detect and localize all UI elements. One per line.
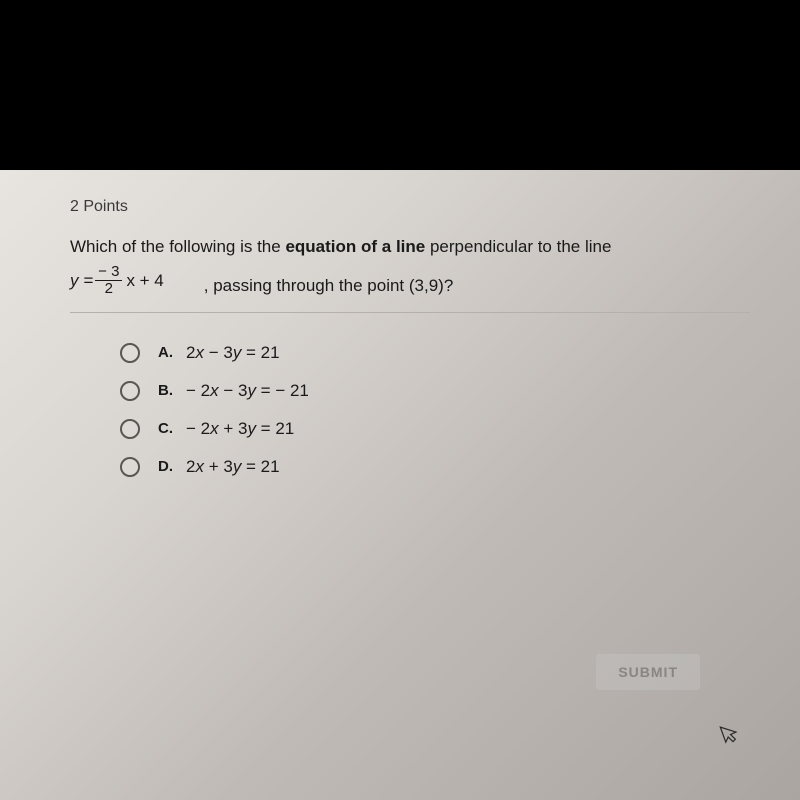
option-equation: 2x − 3y = 21 <box>186 343 280 363</box>
points-label: 2 Points <box>70 198 750 216</box>
eq-numerator: − 3 <box>95 264 122 282</box>
option-equation: − 2x − 3y = − 21 <box>186 381 309 401</box>
divider <box>70 312 750 313</box>
option-letter: B. <box>158 382 178 399</box>
quiz-content: 2 Points Which of the following is the e… <box>0 170 800 800</box>
eq-suffix: x + 4 <box>126 271 163 291</box>
question-text-after: perpendicular to the line <box>425 237 611 256</box>
option-equation: 2x + 3y = 21 <box>186 457 280 477</box>
radio-icon[interactable] <box>120 419 140 439</box>
option-c[interactable]: C. − 2x + 3y = 21 <box>120 419 750 439</box>
option-letter: C. <box>158 420 178 437</box>
eq-fraction: − 3 2 <box>95 264 122 298</box>
letterbox-top <box>0 0 800 170</box>
cursor-icon <box>718 720 744 752</box>
question-equation: y = − 3 2 x + 4 , passing through the po… <box>70 264 750 298</box>
radio-icon[interactable] <box>120 457 140 477</box>
option-letter: D. <box>158 458 178 475</box>
options-list: A. 2x − 3y = 21 B. − 2x − 3y = − 21 C. −… <box>70 343 750 477</box>
submit-button[interactable]: SUBMIT <box>596 654 700 690</box>
question-text-bold: equation of a line <box>285 237 425 256</box>
option-b[interactable]: B. − 2x − 3y = − 21 <box>120 381 750 401</box>
eq-prefix: y = <box>70 271 93 291</box>
option-d[interactable]: D. 2x + 3y = 21 <box>120 457 750 477</box>
radio-icon[interactable] <box>120 343 140 363</box>
option-equation: − 2x + 3y = 21 <box>186 419 294 439</box>
question-text-before: Which of the following is the <box>70 237 285 256</box>
option-letter: A. <box>158 344 178 361</box>
eq-trail: , passing through the point (3,9)? <box>204 276 454 298</box>
eq-denominator: 2 <box>102 281 116 298</box>
radio-icon[interactable] <box>120 381 140 401</box>
question-text: Which of the following is the equation o… <box>70 234 750 260</box>
option-a[interactable]: A. 2x − 3y = 21 <box>120 343 750 363</box>
